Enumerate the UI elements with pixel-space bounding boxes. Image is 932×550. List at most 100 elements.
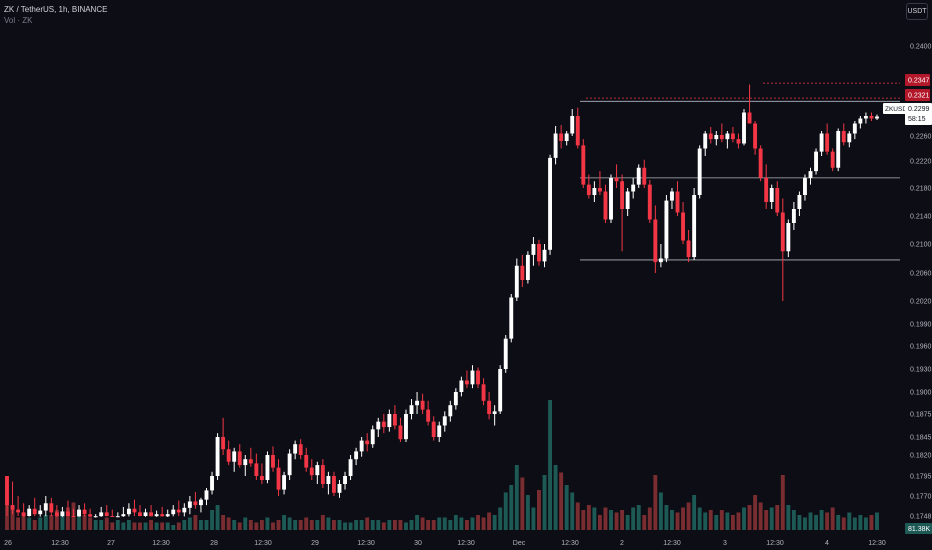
- volume-bar: [370, 520, 375, 530]
- candle-body: [670, 191, 674, 201]
- volume-bar: [476, 515, 480, 530]
- candle-body: [697, 148, 702, 195]
- chart-legend: ZK / TetherUS, 1h, BINANCE Vol · ZK: [4, 4, 107, 26]
- volume-bar: [376, 520, 381, 530]
- volume-bar: [271, 522, 275, 530]
- volume-bar: [343, 522, 347, 530]
- volume-badge-bg: [905, 523, 932, 534]
- candle-body: [559, 133, 564, 141]
- volume-bar: [265, 517, 270, 530]
- volume-bar: [226, 517, 231, 530]
- candle-body: [54, 512, 59, 517]
- x-tick-label: 27: [107, 540, 115, 547]
- volume-bar: [221, 515, 226, 530]
- volume-bar: [609, 510, 613, 530]
- candle-body: [232, 451, 237, 462]
- volume-bar: [309, 520, 314, 530]
- countdown-label: 58:15: [908, 116, 926, 123]
- volume-bar: [658, 492, 663, 530]
- volume-bar: [869, 515, 874, 530]
- candle-body: [404, 414, 408, 440]
- volume-bar: [819, 510, 824, 530]
- candle-body: [537, 244, 541, 262]
- volume-bar: [337, 520, 342, 530]
- candle-body: [825, 133, 830, 152]
- volume-bar: [531, 507, 536, 530]
- volume-bar: [769, 507, 774, 530]
- candle-body: [210, 476, 214, 491]
- candle-body: [548, 157, 552, 250]
- volume-bar: [82, 515, 87, 530]
- candle-body: [542, 249, 547, 262]
- candle-body: [348, 459, 353, 476]
- candle-body: [509, 297, 514, 339]
- candle-body: [592, 188, 597, 195]
- candle-body: [747, 112, 752, 124]
- volume-bar: [254, 522, 259, 530]
- candle-body: [625, 191, 630, 209]
- currency-button[interactable]: USDT: [906, 3, 928, 20]
- candle-body: [758, 148, 763, 178]
- candle-body: [847, 133, 852, 143]
- volume-bar: [525, 495, 530, 530]
- candle-body: [332, 476, 336, 493]
- candle-body: [431, 421, 436, 437]
- volume-bar: [747, 505, 752, 530]
- volume-bar: [88, 517, 93, 530]
- y-tick-label: 0.2260: [910, 134, 932, 141]
- volume-bar: [149, 520, 154, 530]
- volume-bar: [38, 517, 43, 530]
- volume-bar: [32, 520, 37, 530]
- y-tick-label: 0.2220: [910, 159, 932, 166]
- x-tick-label: 28: [210, 540, 218, 547]
- volume-bar: [326, 517, 331, 530]
- candle-body: [265, 455, 270, 480]
- candle-body: [343, 476, 347, 484]
- alert-price-label-bg: [905, 74, 930, 86]
- candle-body: [182, 507, 187, 513]
- volume-bar: [348, 522, 353, 530]
- candle-body: [464, 380, 469, 385]
- candle-body: [271, 455, 275, 468]
- volume-bar: [320, 515, 325, 530]
- y-tick-label: 0.2100: [910, 242, 932, 249]
- volume-bar: [121, 522, 126, 530]
- candle-body: [115, 516, 120, 518]
- y-tick-label: 0.1820: [910, 453, 932, 460]
- candle-body: [664, 200, 669, 259]
- volume-bar: [392, 520, 397, 530]
- volume-bar: [115, 520, 120, 530]
- candle-body: [830, 151, 835, 168]
- candle-body: [99, 512, 104, 517]
- volume-bar: [509, 485, 514, 530]
- volume-bar: [154, 522, 159, 530]
- volume-bar: [126, 520, 131, 530]
- candle-body: [498, 369, 503, 412]
- volume-bar: [736, 512, 741, 530]
- volume-bar: [808, 512, 813, 530]
- volume-bar: [237, 522, 242, 530]
- volume-bar: [415, 515, 420, 530]
- volume-bar: [304, 517, 309, 530]
- volume-bar: [492, 515, 497, 530]
- volume-bar: [176, 522, 181, 530]
- volume-bar: [487, 512, 492, 530]
- candle-body: [304, 455, 309, 468]
- candle-body: [852, 123, 857, 134]
- candle-body: [620, 181, 625, 209]
- volume-bar: [642, 515, 647, 530]
- candle-body: [415, 400, 420, 406]
- candle-body: [753, 123, 758, 149]
- candle-body: [609, 177, 613, 220]
- volume-bar: [875, 512, 879, 530]
- volume-bar: [332, 520, 336, 530]
- candle-body: [453, 392, 458, 406]
- volume-bar: [625, 515, 630, 530]
- volume-bar: [631, 507, 636, 530]
- candle-body: [514, 265, 519, 298]
- volume-bar: [298, 520, 303, 530]
- last-price-label: 0.2299: [908, 106, 930, 113]
- volume-bar: [753, 495, 758, 530]
- y-tick-label: 0.2140: [910, 214, 932, 221]
